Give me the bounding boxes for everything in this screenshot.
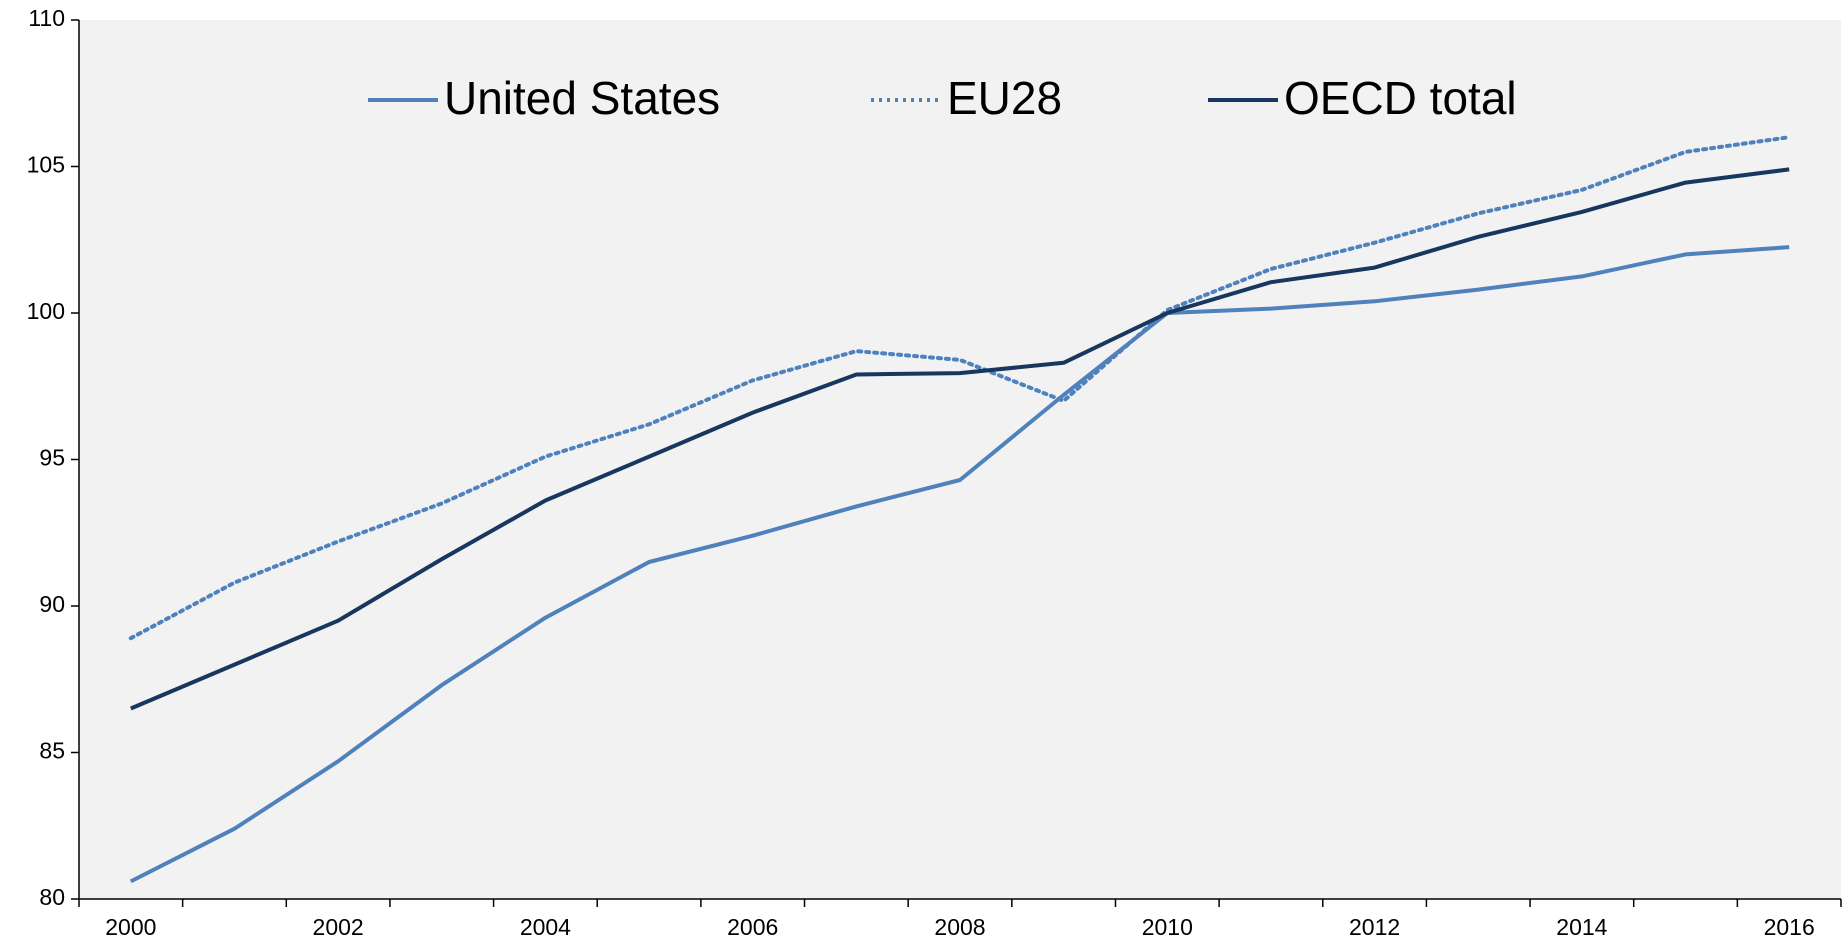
- x-tick-label: 2008: [934, 914, 985, 940]
- x-tick-label: 2004: [520, 914, 571, 940]
- series-line: [129, 245, 1790, 884]
- series-line: [130, 167, 1790, 711]
- legend-label: OECD total: [1284, 72, 1517, 124]
- y-tick-label: 85: [39, 738, 65, 764]
- series-line: [128, 135, 1792, 641]
- y-tick-label: 80: [39, 884, 65, 910]
- x-tick-label: 2010: [1142, 914, 1193, 940]
- plot-area: [79, 20, 1841, 899]
- x-tick-label: 2014: [1556, 914, 1607, 940]
- x-tick-label: 2012: [1349, 914, 1400, 940]
- x-tick-label: 2002: [313, 914, 364, 940]
- y-tick-label: 110: [28, 5, 65, 31]
- x-tick-label: 2000: [105, 914, 156, 940]
- y-tick-label: 90: [39, 591, 65, 617]
- y-tick-label: 105: [27, 152, 65, 178]
- x-tick-label: 2016: [1764, 914, 1815, 940]
- y-tick-label: 100: [27, 298, 65, 324]
- y-tick-label: 95: [39, 445, 65, 471]
- legend-label: EU28: [947, 72, 1062, 124]
- legend-label: United States: [444, 72, 720, 124]
- x-tick-label: 2006: [727, 914, 778, 940]
